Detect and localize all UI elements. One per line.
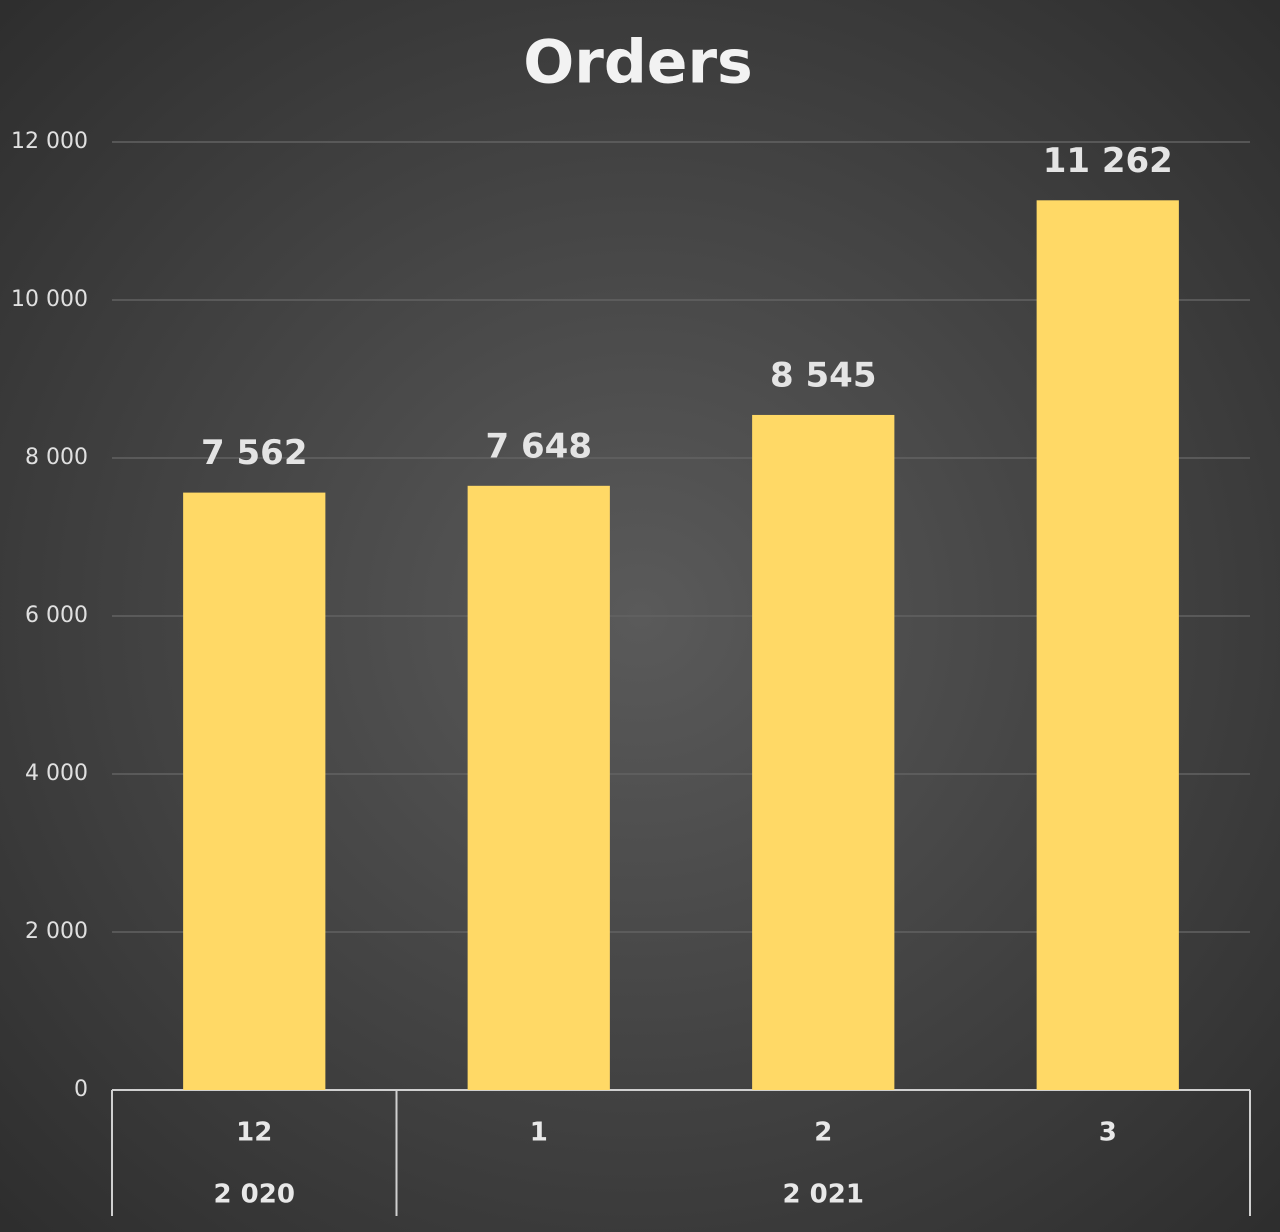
- y-tick-label: 4 000: [25, 761, 88, 786]
- y-tick-label: 10 000: [11, 287, 88, 312]
- x-tick-label: 1: [530, 1118, 548, 1148]
- bar: [183, 492, 326, 1090]
- y-tick-label: 2 000: [25, 919, 88, 944]
- bar: [467, 485, 610, 1091]
- x-tick-label: 2: [814, 1118, 832, 1148]
- value-label: 8 545: [770, 355, 876, 395]
- value-label: 7 648: [486, 426, 592, 466]
- x-tick-label: 3: [1099, 1118, 1117, 1148]
- y-tick-label: 12 000: [11, 129, 88, 154]
- x-tick-label: 12: [236, 1118, 272, 1148]
- group-label: 2 021: [783, 1180, 864, 1210]
- y-tick-label: 8 000: [25, 445, 88, 470]
- value-label: 7 562: [201, 433, 307, 473]
- y-tick-label: 0: [74, 1077, 88, 1102]
- group-label: 2 020: [214, 1180, 295, 1210]
- bar: [1036, 200, 1179, 1090]
- y-tick-label: 6 000: [25, 603, 88, 628]
- chart-title: Orders: [523, 28, 753, 98]
- bar: [752, 414, 895, 1090]
- value-label: 11 262: [1043, 141, 1173, 181]
